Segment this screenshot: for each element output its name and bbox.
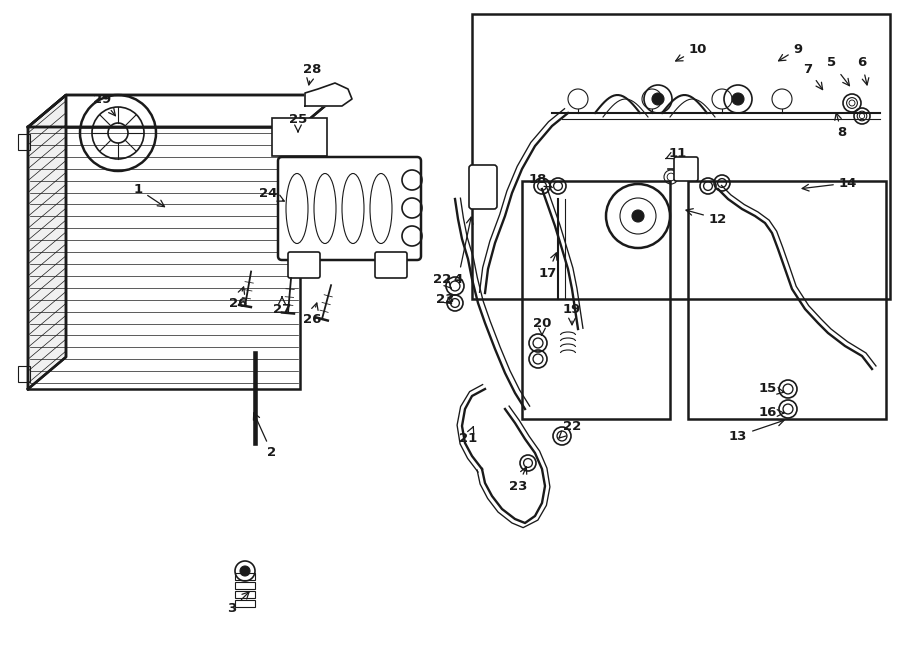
Text: 1: 1	[133, 182, 165, 207]
FancyBboxPatch shape	[469, 165, 497, 209]
Circle shape	[240, 566, 250, 576]
Text: 7: 7	[804, 63, 823, 90]
Text: 17: 17	[539, 253, 557, 280]
Ellipse shape	[370, 173, 392, 243]
Text: 23: 23	[508, 467, 527, 492]
FancyBboxPatch shape	[288, 252, 320, 278]
Bar	[472, 14, 890, 299]
Bar	[688, 181, 886, 419]
Text: 12: 12	[686, 209, 727, 225]
Text: 8: 8	[835, 113, 847, 139]
Text: 23: 23	[436, 293, 454, 305]
Bar	[522, 181, 670, 419]
Text: 14: 14	[802, 176, 857, 191]
Polygon shape	[28, 95, 66, 389]
Text: 26: 26	[302, 303, 321, 325]
Text: 24: 24	[259, 186, 284, 201]
FancyBboxPatch shape	[375, 252, 407, 278]
Bar	[235, 591, 255, 598]
Text: 4: 4	[454, 217, 473, 286]
Text: 16: 16	[759, 407, 784, 420]
Text: 22: 22	[433, 272, 452, 288]
Text: 3: 3	[228, 592, 249, 615]
FancyBboxPatch shape	[674, 157, 698, 181]
Text: 10: 10	[676, 42, 707, 61]
Ellipse shape	[314, 173, 336, 243]
Circle shape	[632, 210, 644, 222]
Text: 18: 18	[529, 173, 553, 188]
Circle shape	[652, 93, 664, 105]
Text: 26: 26	[229, 287, 248, 309]
Bar	[272, 118, 327, 156]
Bar	[18, 134, 30, 150]
Text: 22: 22	[559, 420, 581, 438]
Bar	[235, 573, 255, 580]
Bar	[18, 366, 30, 382]
Text: 19: 19	[562, 303, 581, 325]
Text: 27: 27	[273, 297, 291, 315]
Text: 20: 20	[533, 317, 551, 335]
Text: 15: 15	[759, 383, 784, 395]
Text: 28: 28	[302, 63, 321, 85]
Text: 25: 25	[289, 112, 307, 132]
FancyBboxPatch shape	[278, 157, 421, 260]
Polygon shape	[305, 83, 352, 106]
Polygon shape	[28, 95, 338, 127]
Circle shape	[732, 93, 744, 105]
Text: 9: 9	[778, 42, 803, 61]
Text: 6: 6	[858, 56, 868, 85]
Text: 5: 5	[827, 56, 850, 86]
Text: 2: 2	[254, 413, 276, 459]
Bar	[235, 600, 255, 607]
Text: 13: 13	[729, 419, 784, 442]
Ellipse shape	[342, 173, 364, 243]
Text: 21: 21	[459, 426, 477, 446]
Text: 29: 29	[93, 93, 115, 116]
Bar	[28, 127, 300, 389]
Text: 11: 11	[666, 147, 687, 159]
Ellipse shape	[286, 173, 308, 243]
Bar	[235, 582, 255, 589]
